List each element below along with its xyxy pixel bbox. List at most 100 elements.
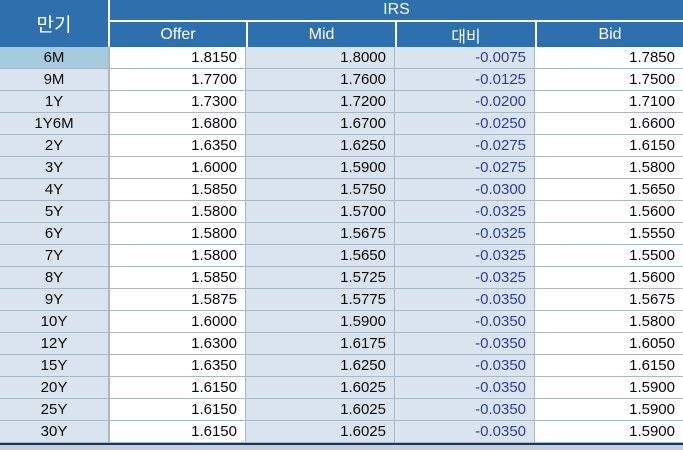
maturity-cell[interactable]: 15Y (0, 355, 110, 377)
maturity-cell[interactable]: 1Y6M (0, 113, 110, 135)
change-cell[interactable]: -0.0250 (395, 113, 535, 135)
change-cell[interactable]: -0.0325 (395, 223, 535, 245)
offer-cell[interactable]: 1.6000 (110, 157, 246, 179)
col-header-offer[interactable]: Offer (160, 25, 196, 43)
maturity-cell[interactable]: 9M (0, 69, 110, 91)
mid-cell[interactable]: 1.6025 (246, 377, 395, 399)
offer-cell[interactable]: 1.6300 (110, 333, 246, 355)
offer-cell[interactable]: 1.5875 (110, 289, 246, 311)
bid-cell[interactable]: 1.5800 (535, 311, 683, 333)
maturity-cell[interactable]: 30Y (0, 421, 110, 443)
maturity-cell[interactable]: 5Y (0, 201, 110, 223)
table-row: 10Y 1.6000 1.5900 -0.0350 1.5800 (0, 311, 683, 333)
bid-cell[interactable]: 1.5500 (535, 245, 683, 267)
mid-cell[interactable]: 1.7600 (246, 69, 395, 91)
maturity-column-header[interactable]: 만기 (0, 0, 110, 47)
offer-cell[interactable]: 1.6000 (110, 311, 246, 333)
mid-cell[interactable]: 1.5675 (246, 223, 395, 245)
change-cell[interactable]: -0.0075 (395, 47, 535, 69)
change-cell[interactable]: -0.0275 (395, 157, 535, 179)
mid-cell[interactable]: 1.5775 (246, 289, 395, 311)
change-cell[interactable]: -0.0200 (395, 91, 535, 113)
maturity-cell[interactable]: 12Y (0, 333, 110, 355)
mid-cell[interactable]: 1.5900 (246, 311, 395, 333)
mid-cell[interactable]: 1.6025 (246, 399, 395, 421)
bid-cell[interactable]: 1.6600 (535, 113, 683, 135)
maturity-cell[interactable]: 10Y (0, 311, 110, 333)
offer-cell[interactable]: 1.5800 (110, 245, 246, 267)
mid-cell[interactable]: 1.5725 (246, 267, 395, 289)
bid-cell[interactable]: 1.7100 (535, 91, 683, 113)
offer-cell[interactable]: 1.5800 (110, 201, 246, 223)
table-row: 20Y 1.6150 1.6025 -0.0350 1.5900 (0, 377, 683, 399)
bid-cell[interactable]: 1.5675 (535, 289, 683, 311)
change-cell[interactable]: -0.0325 (395, 245, 535, 267)
change-cell[interactable]: -0.0350 (395, 333, 535, 355)
offer-cell[interactable]: 1.6150 (110, 399, 246, 421)
bid-cell[interactable]: 1.7500 (535, 69, 683, 91)
maturity-cell[interactable]: 4Y (0, 179, 110, 201)
mid-cell[interactable]: 1.5700 (246, 201, 395, 223)
offer-cell[interactable]: 1.6150 (110, 421, 246, 443)
bid-cell[interactable]: 1.6150 (535, 355, 683, 377)
mid-cell[interactable]: 1.5900 (246, 157, 395, 179)
offer-cell[interactable]: 1.6800 (110, 113, 246, 135)
bid-cell[interactable]: 1.5900 (535, 399, 683, 421)
maturity-cell[interactable]: 6Y (0, 223, 110, 245)
maturity-cell[interactable]: 7Y (0, 245, 110, 267)
offer-cell[interactable]: 1.5850 (110, 179, 246, 201)
change-cell[interactable]: -0.0350 (395, 289, 535, 311)
bid-cell[interactable]: 1.7850 (535, 47, 683, 69)
bid-cell[interactable]: 1.5900 (535, 377, 683, 399)
change-cell[interactable]: -0.0350 (395, 421, 535, 443)
bid-cell[interactable]: 1.5900 (535, 421, 683, 443)
offer-cell[interactable]: 1.7300 (110, 91, 246, 113)
bid-cell[interactable]: 1.5550 (535, 223, 683, 245)
mid-cell[interactable]: 1.6250 (246, 135, 395, 157)
maturity-cell[interactable]: 8Y (0, 267, 110, 289)
column-headers-row: Offer Mid 대비 Bid (110, 22, 683, 47)
mid-cell[interactable]: 1.7200 (246, 91, 395, 113)
offer-cell[interactable]: 1.8150 (110, 47, 246, 69)
mid-cell[interactable]: 1.6175 (246, 333, 395, 355)
change-cell[interactable]: -0.0300 (395, 179, 535, 201)
bid-cell[interactable]: 1.5800 (535, 157, 683, 179)
maturity-cell[interactable]: 2Y (0, 135, 110, 157)
change-cell[interactable]: -0.0125 (395, 69, 535, 91)
maturity-cell[interactable]: 20Y (0, 377, 110, 399)
maturity-cell[interactable]: 3Y (0, 157, 110, 179)
maturity-cell[interactable]: 1Y (0, 91, 110, 113)
offer-cell[interactable]: 1.7700 (110, 69, 246, 91)
maturity-cell[interactable]: 9Y (0, 289, 110, 311)
bid-cell[interactable]: 1.6050 (535, 333, 683, 355)
bid-cell[interactable]: 1.5600 (535, 201, 683, 223)
change-cell[interactable]: -0.0350 (395, 355, 535, 377)
mid-cell[interactable]: 1.8000 (246, 47, 395, 69)
offer-cell[interactable]: 1.6150 (110, 377, 246, 399)
col-header-bid[interactable]: Bid (535, 22, 683, 47)
mid-cell[interactable]: 1.5650 (246, 245, 395, 267)
change-cell[interactable]: -0.0275 (395, 135, 535, 157)
offer-cell[interactable]: 1.6350 (110, 135, 246, 157)
change-cell[interactable]: -0.0350 (395, 377, 535, 399)
maturity-cell[interactable]: 25Y (0, 399, 110, 421)
mid-cell[interactable]: 1.6250 (246, 355, 395, 377)
mid-cell[interactable]: 1.6025 (246, 421, 395, 443)
offer-cell[interactable]: 1.6350 (110, 355, 246, 377)
irs-header-group: IRS Offer Mid 대비 Bid (110, 0, 683, 47)
change-cell[interactable]: -0.0325 (395, 201, 535, 223)
change-cell[interactable]: -0.0350 (395, 399, 535, 421)
change-cell[interactable]: -0.0350 (395, 311, 535, 333)
change-cell[interactable]: -0.0325 (395, 267, 535, 289)
bid-cell[interactable]: 1.6150 (535, 135, 683, 157)
offer-cell[interactable]: 1.5800 (110, 223, 246, 245)
irs-group-header[interactable]: IRS (110, 0, 683, 22)
mid-cell[interactable]: 1.6700 (246, 113, 395, 135)
bid-cell[interactable]: 1.5600 (535, 267, 683, 289)
mid-cell[interactable]: 1.5750 (246, 179, 395, 201)
bid-cell[interactable]: 1.5650 (535, 179, 683, 201)
col-header-change[interactable]: 대비 (395, 22, 535, 47)
offer-cell[interactable]: 1.5850 (110, 267, 246, 289)
maturity-cell[interactable]: 6M (0, 47, 110, 69)
col-header-mid[interactable]: Mid (246, 22, 395, 47)
